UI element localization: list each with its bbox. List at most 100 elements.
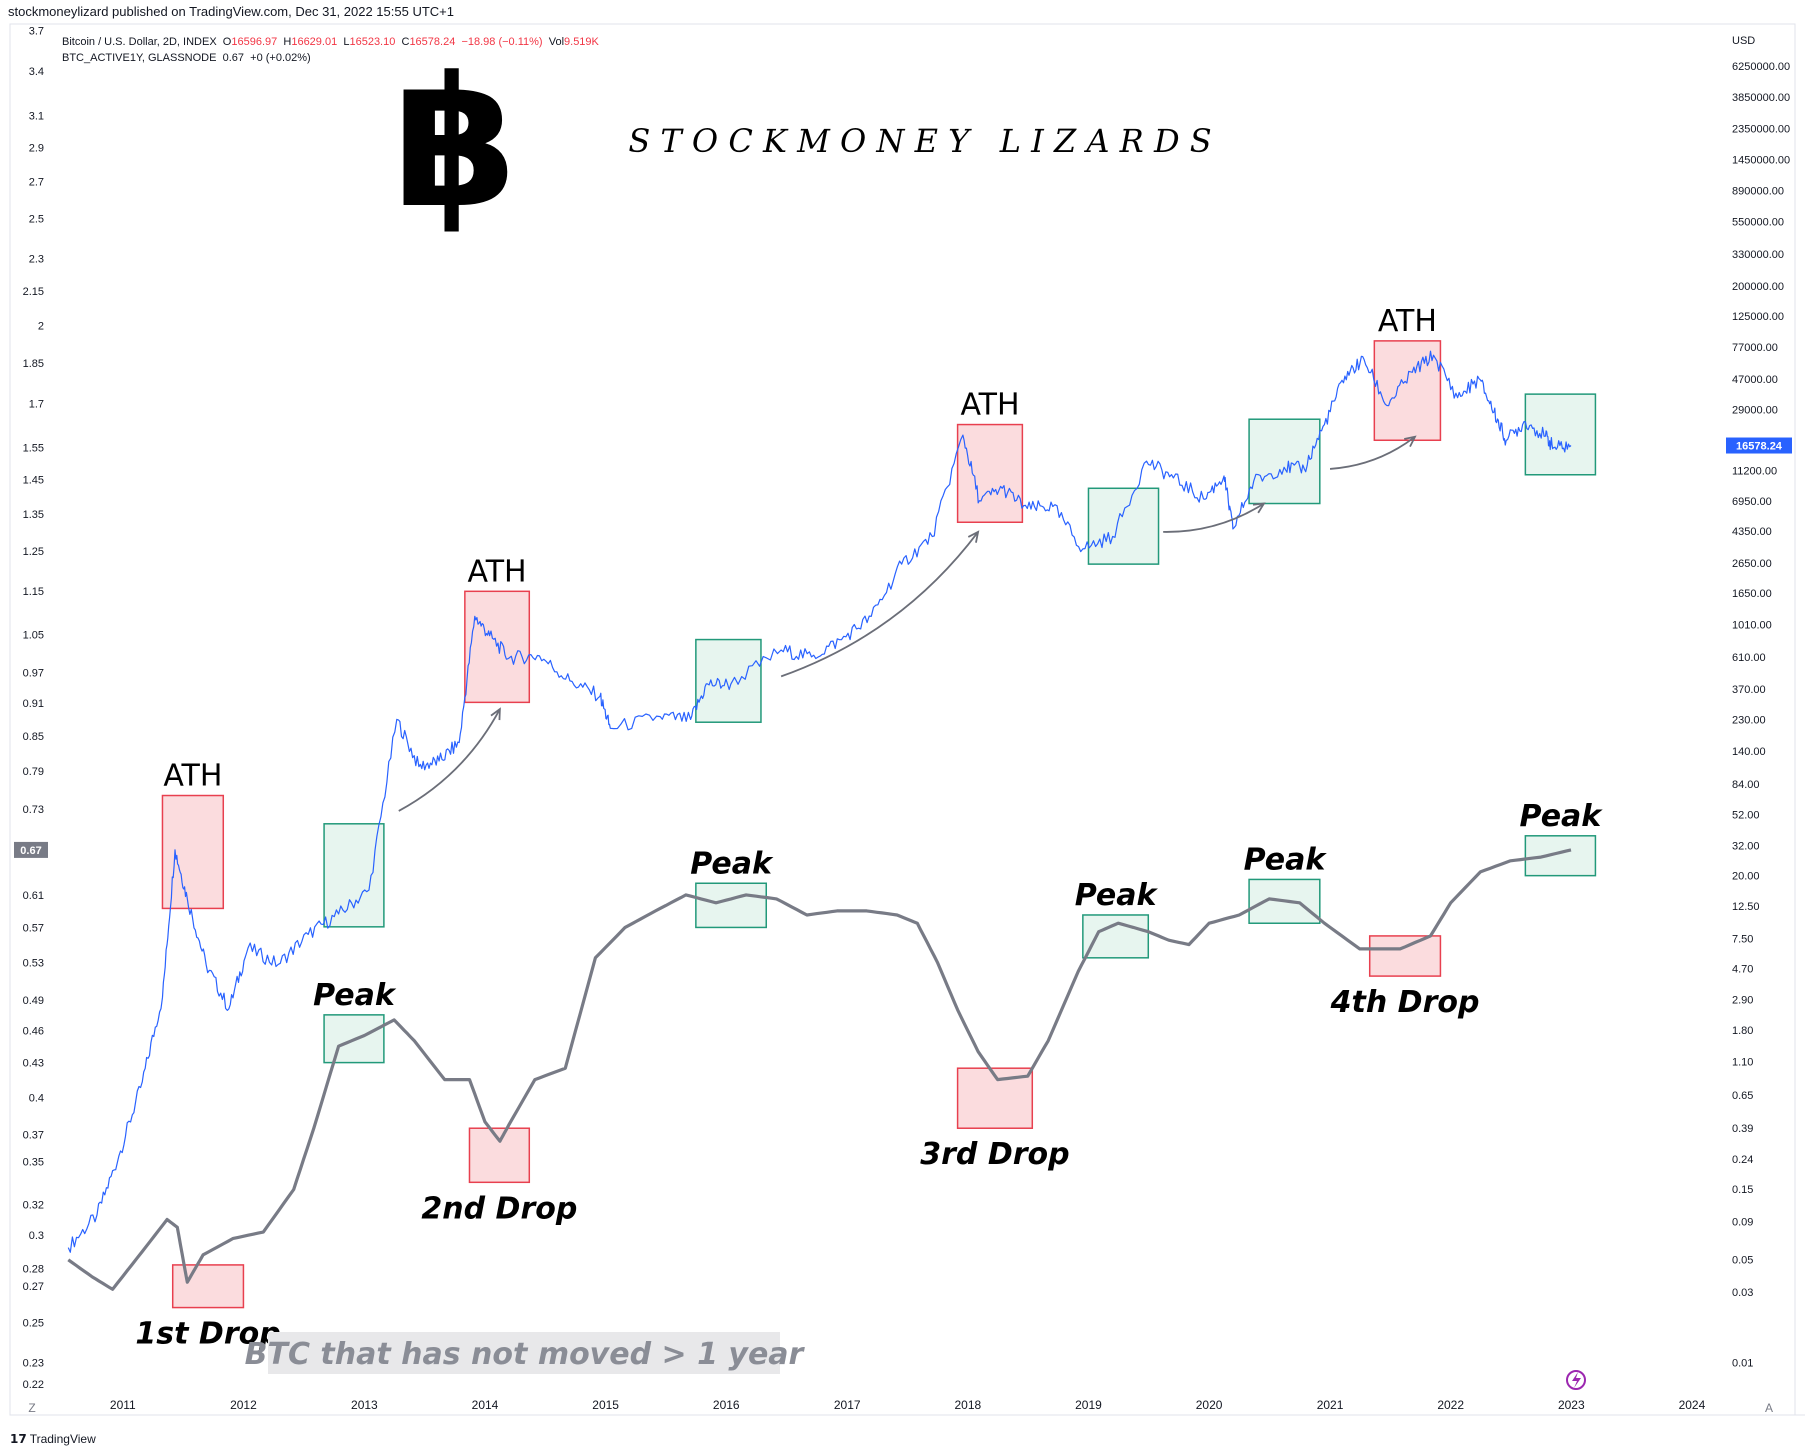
tradingview-brand-text: TradingView: [29, 1432, 96, 1446]
x-tick-label: 2015: [592, 1398, 619, 1412]
right-tick-label: 0.05: [1732, 1254, 1753, 1266]
right-tick-label: 32.00: [1732, 841, 1760, 853]
green-zone-box: [1524, 393, 1597, 476]
left-tick-label: 3.7: [29, 25, 44, 37]
annotation-label: Peak: [1244, 842, 1328, 877]
ohlc-open: O16596.97: [222, 36, 278, 48]
annotation-label: Peak: [1075, 878, 1159, 913]
right-tick-label: 47000.00: [1732, 374, 1778, 386]
right-tick-label: 4350.00: [1732, 526, 1772, 538]
ohlc-volume: Vol9.519K: [548, 36, 599, 48]
red-zone-box: [171, 1264, 245, 1309]
left-tick-label: 1.25: [23, 546, 44, 558]
indicator-value: 0.67: [222, 52, 245, 64]
left-tick-label: 0.4: [29, 1092, 44, 1104]
left-tick-label: 0.49: [23, 995, 44, 1007]
ohlc-close: C16578.24: [401, 36, 456, 48]
red-zone-box: [1368, 935, 1442, 977]
x-tick-label: 2019: [1075, 1398, 1102, 1412]
right-tick-label: 6250000.00: [1732, 61, 1790, 73]
left-tick-label: 0.28: [23, 1263, 44, 1275]
annotation-label: 4th Drop: [1330, 985, 1480, 1020]
green-zone-box: [1087, 487, 1160, 565]
right-tick-label: 0.03: [1732, 1287, 1753, 1299]
auto-scale-icon[interactable]: A: [1765, 1401, 1773, 1415]
green-zone-box: [323, 823, 385, 928]
curved-arrow: [1163, 502, 1265, 533]
right-tick-label: 230.00: [1732, 714, 1766, 726]
red-zone-box: [956, 423, 1024, 524]
green-zone-box: [695, 882, 768, 929]
right-tick-label: 1450000.00: [1732, 154, 1790, 166]
right-tick-label: 29000.00: [1732, 405, 1778, 417]
annotation-label: 2nd Drop: [421, 1191, 577, 1226]
right-tick-label: 84.00: [1732, 779, 1760, 791]
right-tick-label: 0.39: [1732, 1123, 1753, 1135]
annotation-label: ATH: [1378, 304, 1437, 339]
right-tick-label: 1010.00: [1732, 620, 1772, 632]
curved-arrow: [1329, 436, 1416, 470]
caption-box: BTC that has not moved > 1 year: [245, 1332, 806, 1374]
left-tick-label: 0.32: [23, 1199, 44, 1211]
lightning-icon[interactable]: [1566, 1370, 1586, 1390]
right-tick-label: 610.00: [1732, 652, 1766, 664]
arrow-head: [967, 530, 980, 543]
x-tick-label: 2017: [834, 1398, 861, 1412]
left-tick-label: 0.97: [23, 667, 44, 679]
right-tick-label: 370.00: [1732, 684, 1766, 696]
ohlc-high: H16629.01: [283, 36, 338, 48]
right-tick-label: 140.00: [1732, 746, 1766, 758]
tradingview-footer[interactable]: 𝟭𝟳 TradingView: [10, 1432, 96, 1446]
price-tag: [1726, 437, 1792, 454]
curved-arrow: [398, 708, 501, 812]
left-tick-label: 0.85: [23, 731, 44, 743]
left-tick-label: 0.73: [23, 804, 44, 816]
indicator-price-tag-label: 0.67: [20, 845, 41, 857]
left-tick-label: 2.5: [29, 213, 44, 225]
annotation-label: 1st Drop: [135, 1317, 280, 1352]
left-tick-label: 1.15: [23, 586, 44, 598]
left-tick-label: 2.15: [23, 286, 44, 298]
red-zone-box: [161, 794, 225, 910]
left-tick-label: 0.35: [23, 1156, 44, 1168]
left-tick-label: 0.61: [23, 890, 44, 902]
annotation-label: Peak: [313, 978, 397, 1013]
right-tick-label: 20.00: [1732, 871, 1760, 883]
ohlc-low: L16523.10: [343, 36, 396, 48]
left-tick-label: 0.3: [29, 1230, 44, 1242]
left-tick-label: 1.85: [23, 358, 44, 370]
right-tick-label: 52.00: [1732, 810, 1760, 822]
red-zone-box: [468, 1127, 531, 1184]
green-zone-box: [695, 638, 762, 723]
curved-arrow: [780, 531, 979, 678]
right-tick-label: 200000.00: [1732, 281, 1784, 293]
annotation-label: ATH: [960, 388, 1019, 423]
left-tick-label: 0.37: [23, 1130, 44, 1142]
left-tick-label: 0.27: [23, 1281, 44, 1293]
tradingview-logo-icon: 𝟭𝟳: [10, 1432, 27, 1446]
left-tick-label: 3.4: [29, 66, 44, 78]
x-tick-label: 2013: [351, 1398, 378, 1412]
left-tick-label: 1.7: [29, 398, 44, 410]
axis-zoom-icon[interactable]: Z: [28, 1401, 35, 1415]
x-tick-label: 2021: [1317, 1398, 1344, 1412]
right-tick-label: 2350000.00: [1732, 123, 1790, 135]
indicator-legend: BTC_ACTIVE1Y, GLASSNODE 0.67 +0 (+0.02%): [62, 52, 311, 64]
right-tick-label: 1.10: [1732, 1056, 1753, 1068]
publisher-line: stockmoneylizard published on TradingVie…: [8, 4, 454, 19]
x-tick-label: 2022: [1437, 1398, 1464, 1412]
annotation-label: 3rd Drop: [920, 1137, 1069, 1172]
right-tick-label: 4.70: [1732, 963, 1753, 975]
right-tick-label: 330000.00: [1732, 249, 1784, 261]
right-tick-label: 125000.00: [1732, 311, 1784, 323]
left-tick-label: 0.53: [23, 957, 44, 969]
arrow-head: [490, 707, 501, 721]
left-tick-label: 0.91: [23, 698, 44, 710]
red-zone-box: [464, 590, 531, 704]
left-tick-label: 0.46: [23, 1025, 44, 1037]
left-tick-label: 1.35: [23, 509, 44, 521]
right-tick-label: 77000.00: [1732, 342, 1778, 354]
left-tick-label: 2.7: [29, 177, 44, 189]
right-tick-label: 1650.00: [1732, 588, 1772, 600]
